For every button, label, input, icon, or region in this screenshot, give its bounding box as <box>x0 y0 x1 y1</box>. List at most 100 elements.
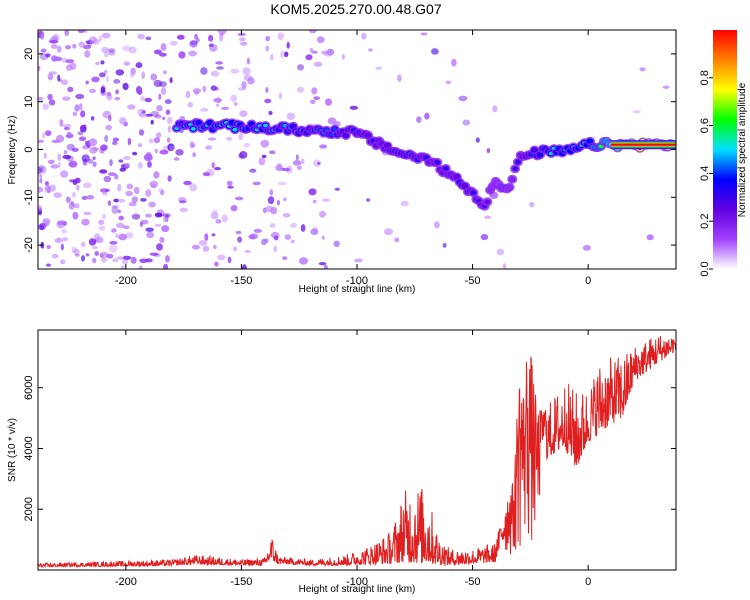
spectrogram-noise-blob <box>56 237 61 243</box>
spectrogram-noise-blob <box>51 55 58 62</box>
spectrogram-noise-blob <box>39 165 44 173</box>
spectrogram-noise-blob <box>150 119 154 125</box>
ridge-peak <box>515 160 521 164</box>
spectrogram-noise-blob <box>148 138 154 144</box>
spectrogram-noise-blob <box>45 263 52 267</box>
spectrogram-noise-blob <box>146 231 155 239</box>
spectrogram-noise-blob <box>191 143 196 148</box>
spectrogram-noise-blob <box>210 212 219 220</box>
spectrogram-noise-blob <box>115 69 125 76</box>
spectrogram-noise-blob <box>214 261 219 267</box>
spectrogram-noise-blob <box>109 241 118 245</box>
spectrogram-noise-blob <box>234 196 244 201</box>
spectrogram-noise-blob <box>217 254 226 260</box>
spectrogram-noise-blob <box>230 94 238 103</box>
spectrogram-noise-blob <box>210 85 218 91</box>
spectrogram-noise-blob <box>118 159 124 163</box>
spectrogram-noise-blob <box>60 243 65 251</box>
spectrogram-noise-blob <box>63 126 70 131</box>
spectrogram-noise-blob <box>213 244 217 250</box>
spectrogram-noise-blob <box>79 103 83 111</box>
spectrogram-noise-blob <box>368 48 373 52</box>
spectrogram-noise-blob <box>154 114 162 119</box>
spectrogram-noise-blob <box>149 252 159 256</box>
spectrogram-noise-blob <box>119 117 127 125</box>
spectrogram-noise-blob <box>63 150 68 155</box>
spectrogram-noise-blob <box>167 125 172 134</box>
spectrogram-noise-blob <box>632 110 642 114</box>
spectrogram-noise-blob <box>164 99 172 105</box>
spectrogram-noise-blob <box>101 46 109 54</box>
spectrogram-noise-blob <box>130 67 136 75</box>
spectrogram-noise-blob <box>72 43 77 49</box>
spectrogram-noise-blob <box>189 141 195 149</box>
spectrogram-noise-blob <box>72 191 76 199</box>
spectrogram-noise-blob <box>45 130 52 137</box>
spectrogram-noise-blob <box>125 190 134 197</box>
spectrogram-noise-blob <box>85 253 90 257</box>
spectrogram-noise-blob <box>133 186 140 195</box>
spectrogram-noise-blob <box>297 64 304 71</box>
spectrogram-noise-blob <box>267 196 275 205</box>
spectrogram-noise-blob <box>78 136 87 142</box>
spectrogram-noise-blob <box>126 183 134 190</box>
spectrogram-noise-blob <box>159 149 169 155</box>
spectrogram-noise-blob <box>290 239 295 244</box>
spectrogram-noise-blob <box>43 152 47 159</box>
spectrogram-noise-blob <box>160 87 167 95</box>
spectrogram-noise-blob <box>341 54 345 60</box>
spectrogram-noise-blob <box>145 151 152 160</box>
spectrogram-noise-blob <box>207 137 217 141</box>
spectrogram-noise-blob <box>82 182 92 189</box>
spectrogram-noise-blob <box>145 189 152 197</box>
spectrogram-noise-blob <box>67 131 72 136</box>
spectrogram-noise-blob <box>116 222 125 229</box>
spectrogram-noise-blob <box>215 219 222 224</box>
spectrogram-noise-blob <box>74 203 80 209</box>
spectrogram-noise-blob <box>147 161 152 168</box>
spectrogram-noise-blob <box>41 166 47 174</box>
ridge-saturated-band <box>611 143 676 146</box>
spectrogram-noise-blob <box>475 137 480 143</box>
spectrogram-noise-blob <box>86 195 95 200</box>
spectrogram-noise-blob <box>311 50 318 54</box>
spectrogram-noise-blob <box>215 103 220 107</box>
spectrogram-noise-blob <box>238 132 244 141</box>
spectrogram-noise-blob <box>384 228 393 236</box>
spectrogram-noise-blob <box>191 244 200 250</box>
spectrogram-noise-blob <box>62 96 71 101</box>
spectrogram-noise-blob <box>61 79 69 86</box>
spectrogram-noise-blob <box>137 143 143 148</box>
spectrogram-noise-blob <box>103 175 112 183</box>
spectrogram-y-tick-label: 0 <box>23 146 35 152</box>
spectrogram-noise-blob <box>83 30 88 34</box>
spectrogram-noise-blob <box>57 74 61 82</box>
spectrogram-noise-blob <box>123 156 132 160</box>
spectrogram-noise-blob <box>316 36 325 44</box>
spectrogram-noise-blob <box>44 184 51 192</box>
ridge-core <box>506 184 514 191</box>
spectrogram-noise-blob <box>321 198 330 202</box>
spectrogram-noise-blob <box>249 168 257 173</box>
spectrogram-noise-blob <box>92 161 97 167</box>
spectrogram-noise-blob <box>312 199 317 204</box>
spectrogram-noise-blob <box>138 112 147 118</box>
spectrogram-noise-blob <box>113 79 121 84</box>
ridge-peak <box>512 167 518 171</box>
spectrogram-noise-blob <box>299 257 308 265</box>
spectrogram-noise-blob <box>189 183 198 192</box>
spectrogram-noise-blob <box>227 185 234 189</box>
spectrogram-noise-blob <box>115 233 119 239</box>
spectrogram-noise-blob <box>66 143 76 151</box>
spectrogram-noise-blob <box>89 36 97 45</box>
spectrogram-noise-blob <box>217 30 227 34</box>
snr-x-tick-label: -50 <box>465 576 481 588</box>
spectrogram-noise-blob <box>77 131 84 136</box>
spectrogram-x-tick-label: -50 <box>465 275 481 287</box>
spectrogram-noise-blob <box>67 86 74 93</box>
spectrogram-noise-blob <box>221 106 230 110</box>
spectrogram-noise-blob <box>296 165 302 170</box>
spectrogram-noise-blob <box>92 257 97 264</box>
spectrogram-noise-blob <box>111 204 120 209</box>
